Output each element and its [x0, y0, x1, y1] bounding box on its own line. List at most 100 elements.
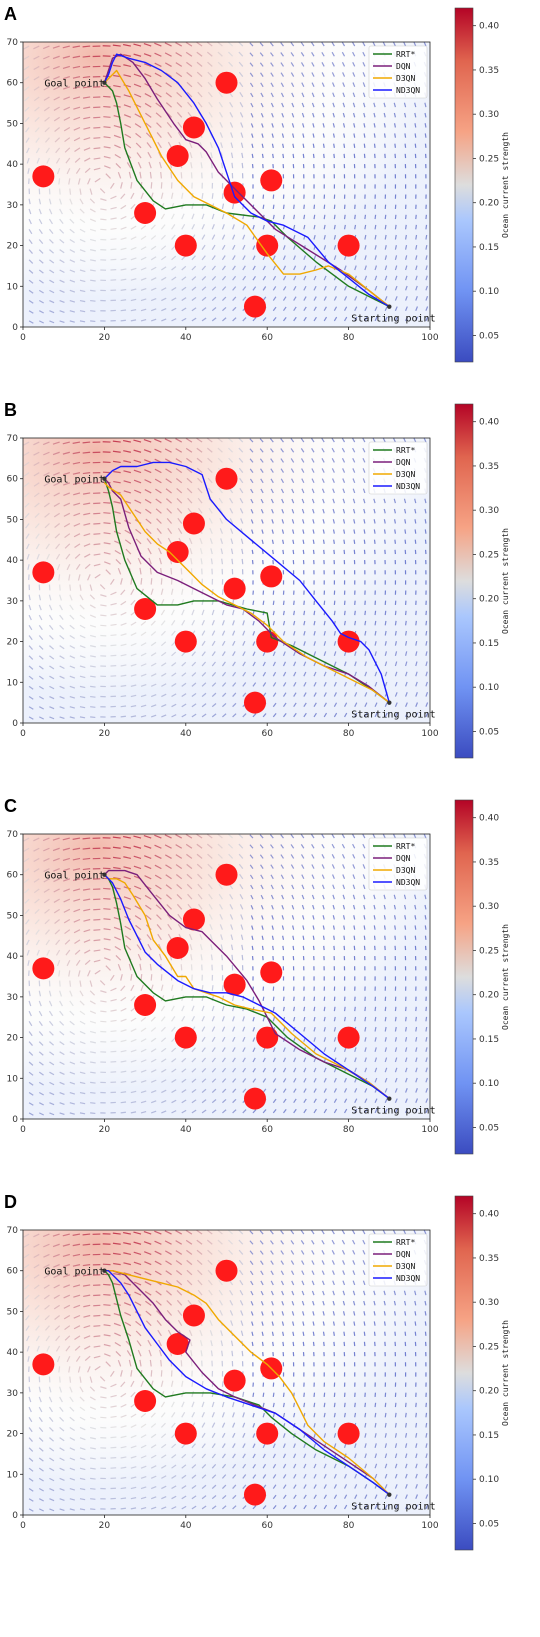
current-arrow [90, 310, 96, 312]
current-arrow [206, 437, 213, 443]
current-arrow [161, 287, 167, 291]
current-arrow [251, 143, 254, 149]
current-arrow [221, 162, 224, 169]
current-arrow [177, 527, 183, 534]
current-arrow [241, 162, 244, 169]
current-arrow [221, 193, 224, 199]
current-arrow [333, 316, 338, 322]
current-arrow [154, 72, 162, 78]
current-arrow [62, 1243, 70, 1247]
current-arrow [270, 72, 274, 77]
current-arrow [373, 539, 376, 544]
legend-label: ND3QN [396, 482, 420, 491]
current-arrow [49, 716, 55, 720]
current-arrow [232, 1016, 235, 1022]
current-arrow [199, 933, 203, 941]
current-arrow [83, 929, 91, 933]
current-arrow [343, 285, 347, 291]
current-arrow [393, 904, 396, 910]
current-arrow [59, 1487, 65, 1491]
current-arrow [133, 1271, 142, 1276]
current-arrow [221, 275, 227, 281]
current-arrow [130, 674, 137, 677]
current-arrow [186, 883, 193, 890]
current-arrow [364, 630, 367, 636]
y-tick-label: 60 [7, 1267, 19, 1277]
current-arrow [415, 1443, 418, 1448]
current-arrow [185, 843, 193, 849]
current-arrow [130, 1070, 137, 1073]
current-arrow [112, 1242, 121, 1245]
current-arrow [38, 1457, 44, 1462]
current-arrow [157, 141, 162, 149]
current-arrow [218, 883, 223, 890]
current-arrow [201, 1484, 207, 1489]
current-arrow [239, 1300, 244, 1306]
current-arrow [260, 498, 264, 504]
current-arrow [201, 1015, 205, 1022]
current-arrow [353, 133, 356, 138]
current-arrow [231, 954, 234, 961]
current-arrow [56, 1356, 61, 1363]
current-arrow [352, 488, 356, 494]
current-arrow [83, 137, 91, 141]
current-arrow [404, 1321, 407, 1326]
current-arrow [313, 1453, 317, 1459]
current-arrow [404, 133, 407, 138]
current-arrow [110, 623, 117, 626]
start-marker [387, 700, 392, 705]
y-tick-label: 30 [7, 1389, 19, 1399]
current-arrow [201, 1047, 206, 1053]
current-arrow [73, 126, 81, 131]
current-arrow [35, 929, 40, 935]
current-arrow [364, 224, 367, 230]
current-arrow [211, 630, 216, 636]
obstacle-3 [166, 145, 189, 167]
current-arrow [82, 55, 91, 58]
current-arrow [232, 255, 236, 261]
current-arrow [120, 1007, 127, 1012]
current-arrow [93, 563, 101, 567]
current-arrow [220, 1340, 224, 1347]
current-arrow [100, 198, 107, 202]
current-arrow [63, 482, 71, 486]
current-arrow [242, 1443, 246, 1449]
current-arrow [364, 1016, 367, 1022]
current-arrow [156, 914, 162, 920]
path-rrt-star [103, 478, 390, 704]
current-arrow [104, 1353, 111, 1357]
current-arrow [130, 267, 137, 271]
current-arrow [384, 641, 387, 646]
current-arrow [201, 1078, 207, 1083]
current-arrow [352, 1249, 356, 1255]
current-arrow [362, 457, 366, 463]
current-arrow [69, 584, 72, 591]
current-arrow [130, 578, 133, 585]
current-arrow [362, 51, 366, 57]
current-arrow [303, 1443, 307, 1449]
current-arrow [176, 101, 183, 108]
current-arrow [250, 915, 254, 920]
current-arrow [140, 1090, 147, 1094]
current-arrow [394, 681, 398, 687]
current-arrow [83, 1335, 91, 1339]
colorbar-tick-label: 0.30 [479, 1298, 499, 1308]
current-arrow [313, 214, 316, 220]
current-arrow [353, 1321, 356, 1326]
current-arrow [196, 51, 203, 57]
current-arrow [240, 1330, 244, 1337]
current-arrow [352, 508, 356, 514]
current-arrow [150, 1465, 157, 1469]
current-arrow [38, 289, 44, 294]
current-arrow [59, 259, 65, 264]
current-arrow [423, 41, 427, 47]
current-arrow [353, 143, 356, 148]
current-arrow [159, 161, 162, 169]
current-arrow [405, 1057, 408, 1063]
current-arrow [140, 704, 147, 708]
current-arrow [424, 894, 427, 900]
current-arrow [28, 1447, 34, 1452]
current-arrow [332, 1321, 335, 1326]
colorbar-tick-label: 0.05 [479, 1123, 499, 1133]
current-arrow [228, 1239, 234, 1245]
